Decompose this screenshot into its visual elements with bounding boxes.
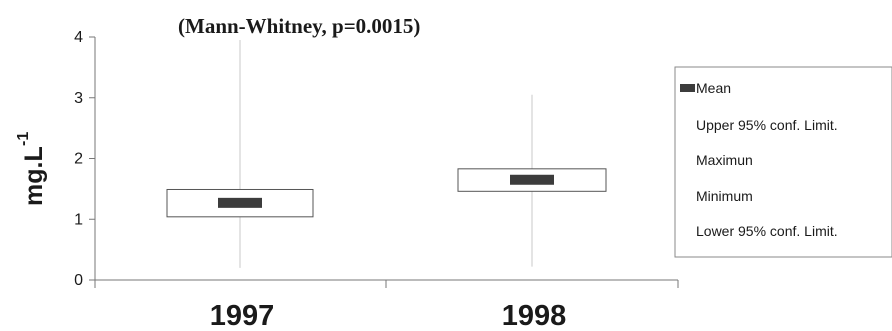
y-tick-label-4: 4 <box>74 29 83 46</box>
svg-text:-1: -1 <box>15 132 32 146</box>
box-1997 <box>166 40 314 268</box>
y-axis-label-text: mg.L <box>20 146 48 206</box>
x-ticks: 1997 1998 <box>210 300 567 331</box>
mean-marker-1998 <box>510 174 554 185</box>
chart-title: (Mann-Whitney, p=0.0015) <box>178 14 420 38</box>
y-axis-label: mg.L -1 <box>15 132 48 206</box>
y-tick-label-0: 0 <box>74 272 83 289</box>
y-tick-label-3: 3 <box>74 90 83 107</box>
legend-entry-lower-95: Lower 95% conf. Limit. <box>696 223 838 239</box>
y-ticks: 0 1 2 3 4 <box>74 29 95 289</box>
box-1998 <box>457 94 607 267</box>
y-tick-label-1: 1 <box>74 211 83 228</box>
mean-marker-1997 <box>218 197 262 208</box>
y-axis-label-exponent: -1 <box>15 132 32 146</box>
legend-entry-minimum: Minimum <box>696 188 753 204</box>
legend-entry-upper-95: Upper 95% conf. Limit. <box>696 117 838 133</box>
legend-entry-maximum: Maximun <box>696 152 753 168</box>
axes <box>94 37 679 288</box>
legend-entry-mean: Mean <box>696 80 731 96</box>
x-tick-label-1998: 1998 <box>502 300 567 331</box>
x-tick-label-1997: 1997 <box>210 300 275 331</box>
legend-frame <box>674 66 892 258</box>
legend-mean-swatch <box>680 84 695 92</box>
y-tick-label-2: 2 <box>74 151 83 168</box>
boxes <box>166 40 607 268</box>
svg-text:mg.L: mg.L <box>20 146 48 206</box>
legend: Mean Upper 95% conf. Limit. Maximun Mini… <box>674 66 892 258</box>
